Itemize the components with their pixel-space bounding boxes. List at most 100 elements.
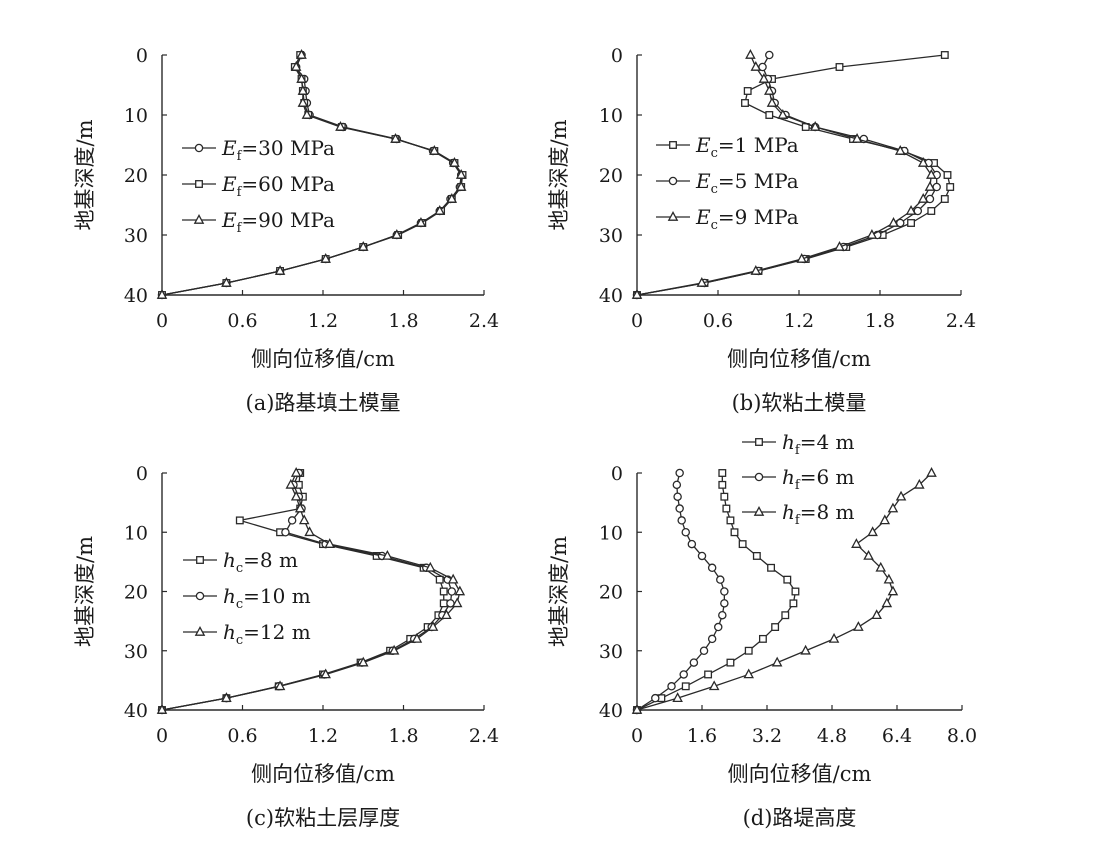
data-point [415, 217, 427, 227]
y-tick-label: 0 [611, 45, 623, 67]
data-point [743, 668, 755, 679]
legend-marker [195, 591, 205, 601]
data-point [304, 526, 315, 537]
x-tick-label: 1.2 [308, 310, 338, 332]
x-tick-label: 2.4 [469, 725, 499, 747]
data-point [677, 516, 686, 525]
data-point [281, 528, 290, 537]
legend-marker [194, 143, 204, 153]
legend-label: Ef=60 MPa [221, 172, 335, 200]
data-point [451, 597, 463, 608]
y-tick-label: 30 [599, 641, 623, 663]
panel-b: 0 0.6 1.2 1.8 2.4 0 10 20 30 40 侧向位移值/cm 地基深度/m (b)软… [547, 45, 976, 415]
x-tick-label: 0 [156, 725, 168, 747]
data-point [943, 171, 952, 179]
data-point [765, 111, 774, 119]
x-tick-label: 0.6 [227, 310, 257, 332]
data-point [324, 538, 335, 548]
x-tick-label: 0 [631, 725, 643, 747]
data-point [429, 145, 440, 155]
series-line [636, 473, 797, 711]
series-square [633, 469, 800, 714]
legend-label: hc=8 m [223, 548, 298, 576]
y-tick-label: 20 [124, 165, 148, 187]
data-point [771, 656, 783, 667]
x-tick-label: 2.4 [469, 310, 499, 332]
x-tick-label: 0 [156, 310, 168, 332]
panel-d: 0 1.6 3.2 4.8 6.4 8.0 0 10 20 30 40 侧向位移值/cm 地基深度/m (… [547, 430, 977, 830]
legend-marker [194, 626, 206, 636]
data-point [867, 526, 878, 537]
data-point [699, 646, 709, 656]
data-point [290, 61, 302, 71]
y-axis-label: 地基深度/m [547, 536, 571, 647]
y-tick-label: 40 [124, 285, 148, 307]
legend-marker [668, 176, 678, 186]
data-point [221, 277, 232, 287]
data-point [447, 587, 457, 596]
data-point [287, 516, 297, 525]
legend-label: hf=6 m [782, 465, 855, 493]
y-tick-label: 30 [124, 225, 148, 247]
data-point [927, 207, 936, 215]
data-point [296, 49, 307, 59]
legend-entry: hc=12 m [183, 620, 311, 648]
data-point [156, 289, 168, 299]
data-point [320, 668, 331, 679]
y-tick-label: 20 [599, 582, 623, 604]
data-point [883, 573, 895, 584]
y-tick-label: 10 [124, 522, 148, 544]
data-point [946, 183, 955, 191]
legend-entry: Ec=5 MPa [656, 169, 799, 197]
data-point [449, 157, 460, 167]
data-point [800, 644, 811, 655]
data-point [390, 133, 401, 143]
x-tick-label: 0.6 [703, 310, 733, 332]
legend-label: Ec=9 MPa [695, 205, 799, 233]
data-point [726, 658, 735, 667]
x-tick-label: 2.4 [946, 310, 976, 332]
data-point [435, 575, 444, 584]
legend-label: hc=10 m [223, 584, 311, 612]
data-point [681, 528, 691, 537]
data-point [853, 621, 864, 631]
data-point [888, 217, 899, 227]
x-tick-label: 1.6 [687, 725, 717, 747]
data-point [382, 549, 393, 560]
y-tick-label: 10 [599, 105, 623, 127]
data-point [917, 193, 929, 203]
data-point [895, 490, 907, 501]
data-point [704, 670, 713, 679]
data-point [809, 121, 821, 131]
y-tick-label: 30 [124, 641, 148, 663]
series-line [161, 472, 461, 711]
data-point [851, 133, 863, 143]
data-point [689, 658, 699, 667]
data-point [741, 99, 749, 107]
data-point [673, 492, 682, 501]
data-point [441, 609, 452, 620]
data-point [771, 623, 780, 631]
data-point [675, 504, 684, 513]
panel-caption: (d)路堤高度 [743, 806, 857, 830]
data-point [926, 467, 937, 477]
data-point [767, 563, 776, 572]
data-point [835, 63, 844, 71]
data-point [707, 634, 717, 644]
data-point [866, 229, 878, 239]
panel-c: 0 0.6 1.2 1.8 2.4 0 10 20 30 40 侧向位移值/cm 地基深度/m (c)软… [73, 463, 499, 830]
data-point [871, 609, 882, 620]
data-point [875, 561, 887, 572]
data-point [298, 514, 310, 525]
series-triangle [631, 49, 937, 299]
y-axis-label: 地基深度/m [73, 536, 97, 647]
data-point [296, 73, 307, 83]
data-point [320, 253, 331, 263]
data-point [434, 205, 446, 215]
legend-entry: hf=6 m [742, 465, 855, 493]
data-point [720, 599, 729, 608]
data-point [696, 277, 708, 287]
legend-marker [755, 438, 763, 446]
data-point [718, 469, 727, 477]
legend-entry: Ef=60 MPa [182, 172, 335, 200]
